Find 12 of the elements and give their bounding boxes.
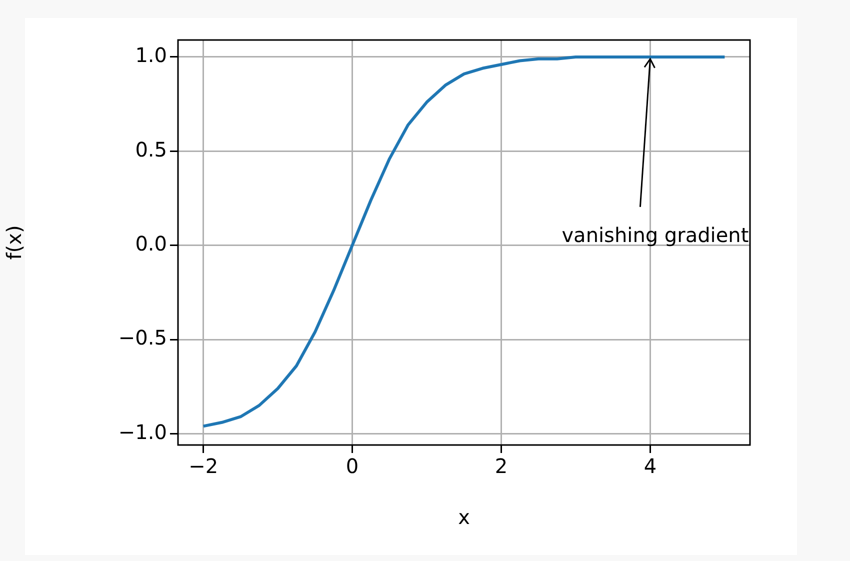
x-tick-label: 0 xyxy=(346,454,359,478)
y-axis-title: f(x) xyxy=(2,225,26,260)
x-tick-label: −2 xyxy=(188,454,218,478)
y-tick-label: −1.0 xyxy=(118,420,167,444)
annotation: vanishing gradient xyxy=(562,223,749,248)
y-tick-label: 1.0 xyxy=(135,43,167,68)
y-tick-label: 0.0 xyxy=(135,232,167,256)
x-tick-label: 2 xyxy=(494,454,508,478)
x-tick-label: 4 xyxy=(644,454,657,478)
y-tick-label: −0.5 xyxy=(118,326,167,350)
x-axis-title: x xyxy=(458,505,470,530)
y-tick-label: 0.5 xyxy=(135,137,167,162)
